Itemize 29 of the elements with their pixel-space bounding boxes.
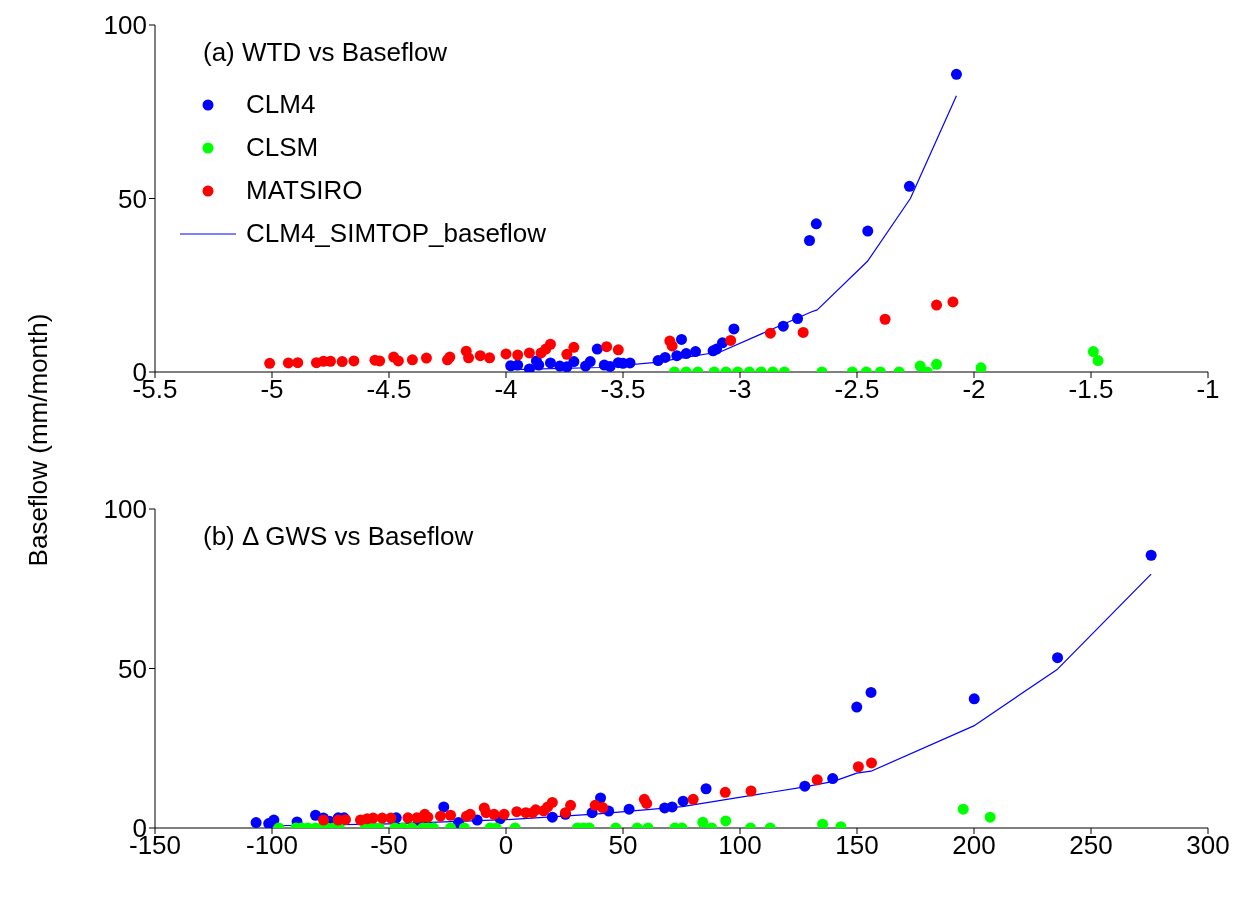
x-tick-label: -1.5 (1068, 374, 1114, 405)
x-tick-label: 150 (835, 830, 879, 861)
legend-label: CLM4_SIMTOP_baseflow (246, 217, 547, 250)
text: (b) Δ GWS vs Baseflow (203, 521, 474, 552)
legend-label: CLM4 (246, 88, 316, 121)
x-tick-label: -2.5 (834, 374, 880, 405)
x-tick-label: -100 (245, 830, 299, 861)
x-tick-label: 100 (718, 830, 762, 861)
x-tick-label: -50 (370, 830, 408, 861)
x-tick-label: -4 (494, 374, 518, 405)
x-tick-label: 200 (952, 830, 996, 861)
x-tick-label: 50 (608, 830, 638, 861)
y-axis-title: Baseflow (mm/month) (22, 313, 54, 567)
y-tick-label: 50 (118, 653, 147, 684)
y-tick-label: 50 (118, 183, 147, 214)
x-tick-label: 250 (1069, 830, 1113, 861)
x-tick-label: -3.5 (600, 374, 646, 405)
legend-label: CLSM (246, 131, 319, 164)
y-tick-label: 100 (103, 494, 147, 525)
legend-label: MATSIRO (246, 174, 363, 207)
text: (a) WTD vs Baseflow (203, 37, 448, 68)
x-tick-label: -2 (962, 374, 986, 405)
x-tick-label: -5 (260, 374, 284, 405)
y-tick-label: 100 (103, 10, 147, 41)
x-tick-label: 300 (1186, 830, 1230, 861)
x-tick-label: 0 (498, 830, 514, 861)
x-tick-label: -4.5 (366, 374, 412, 405)
x-tick-label: -3 (728, 374, 752, 405)
x-tick-label: -1 (1196, 374, 1220, 405)
